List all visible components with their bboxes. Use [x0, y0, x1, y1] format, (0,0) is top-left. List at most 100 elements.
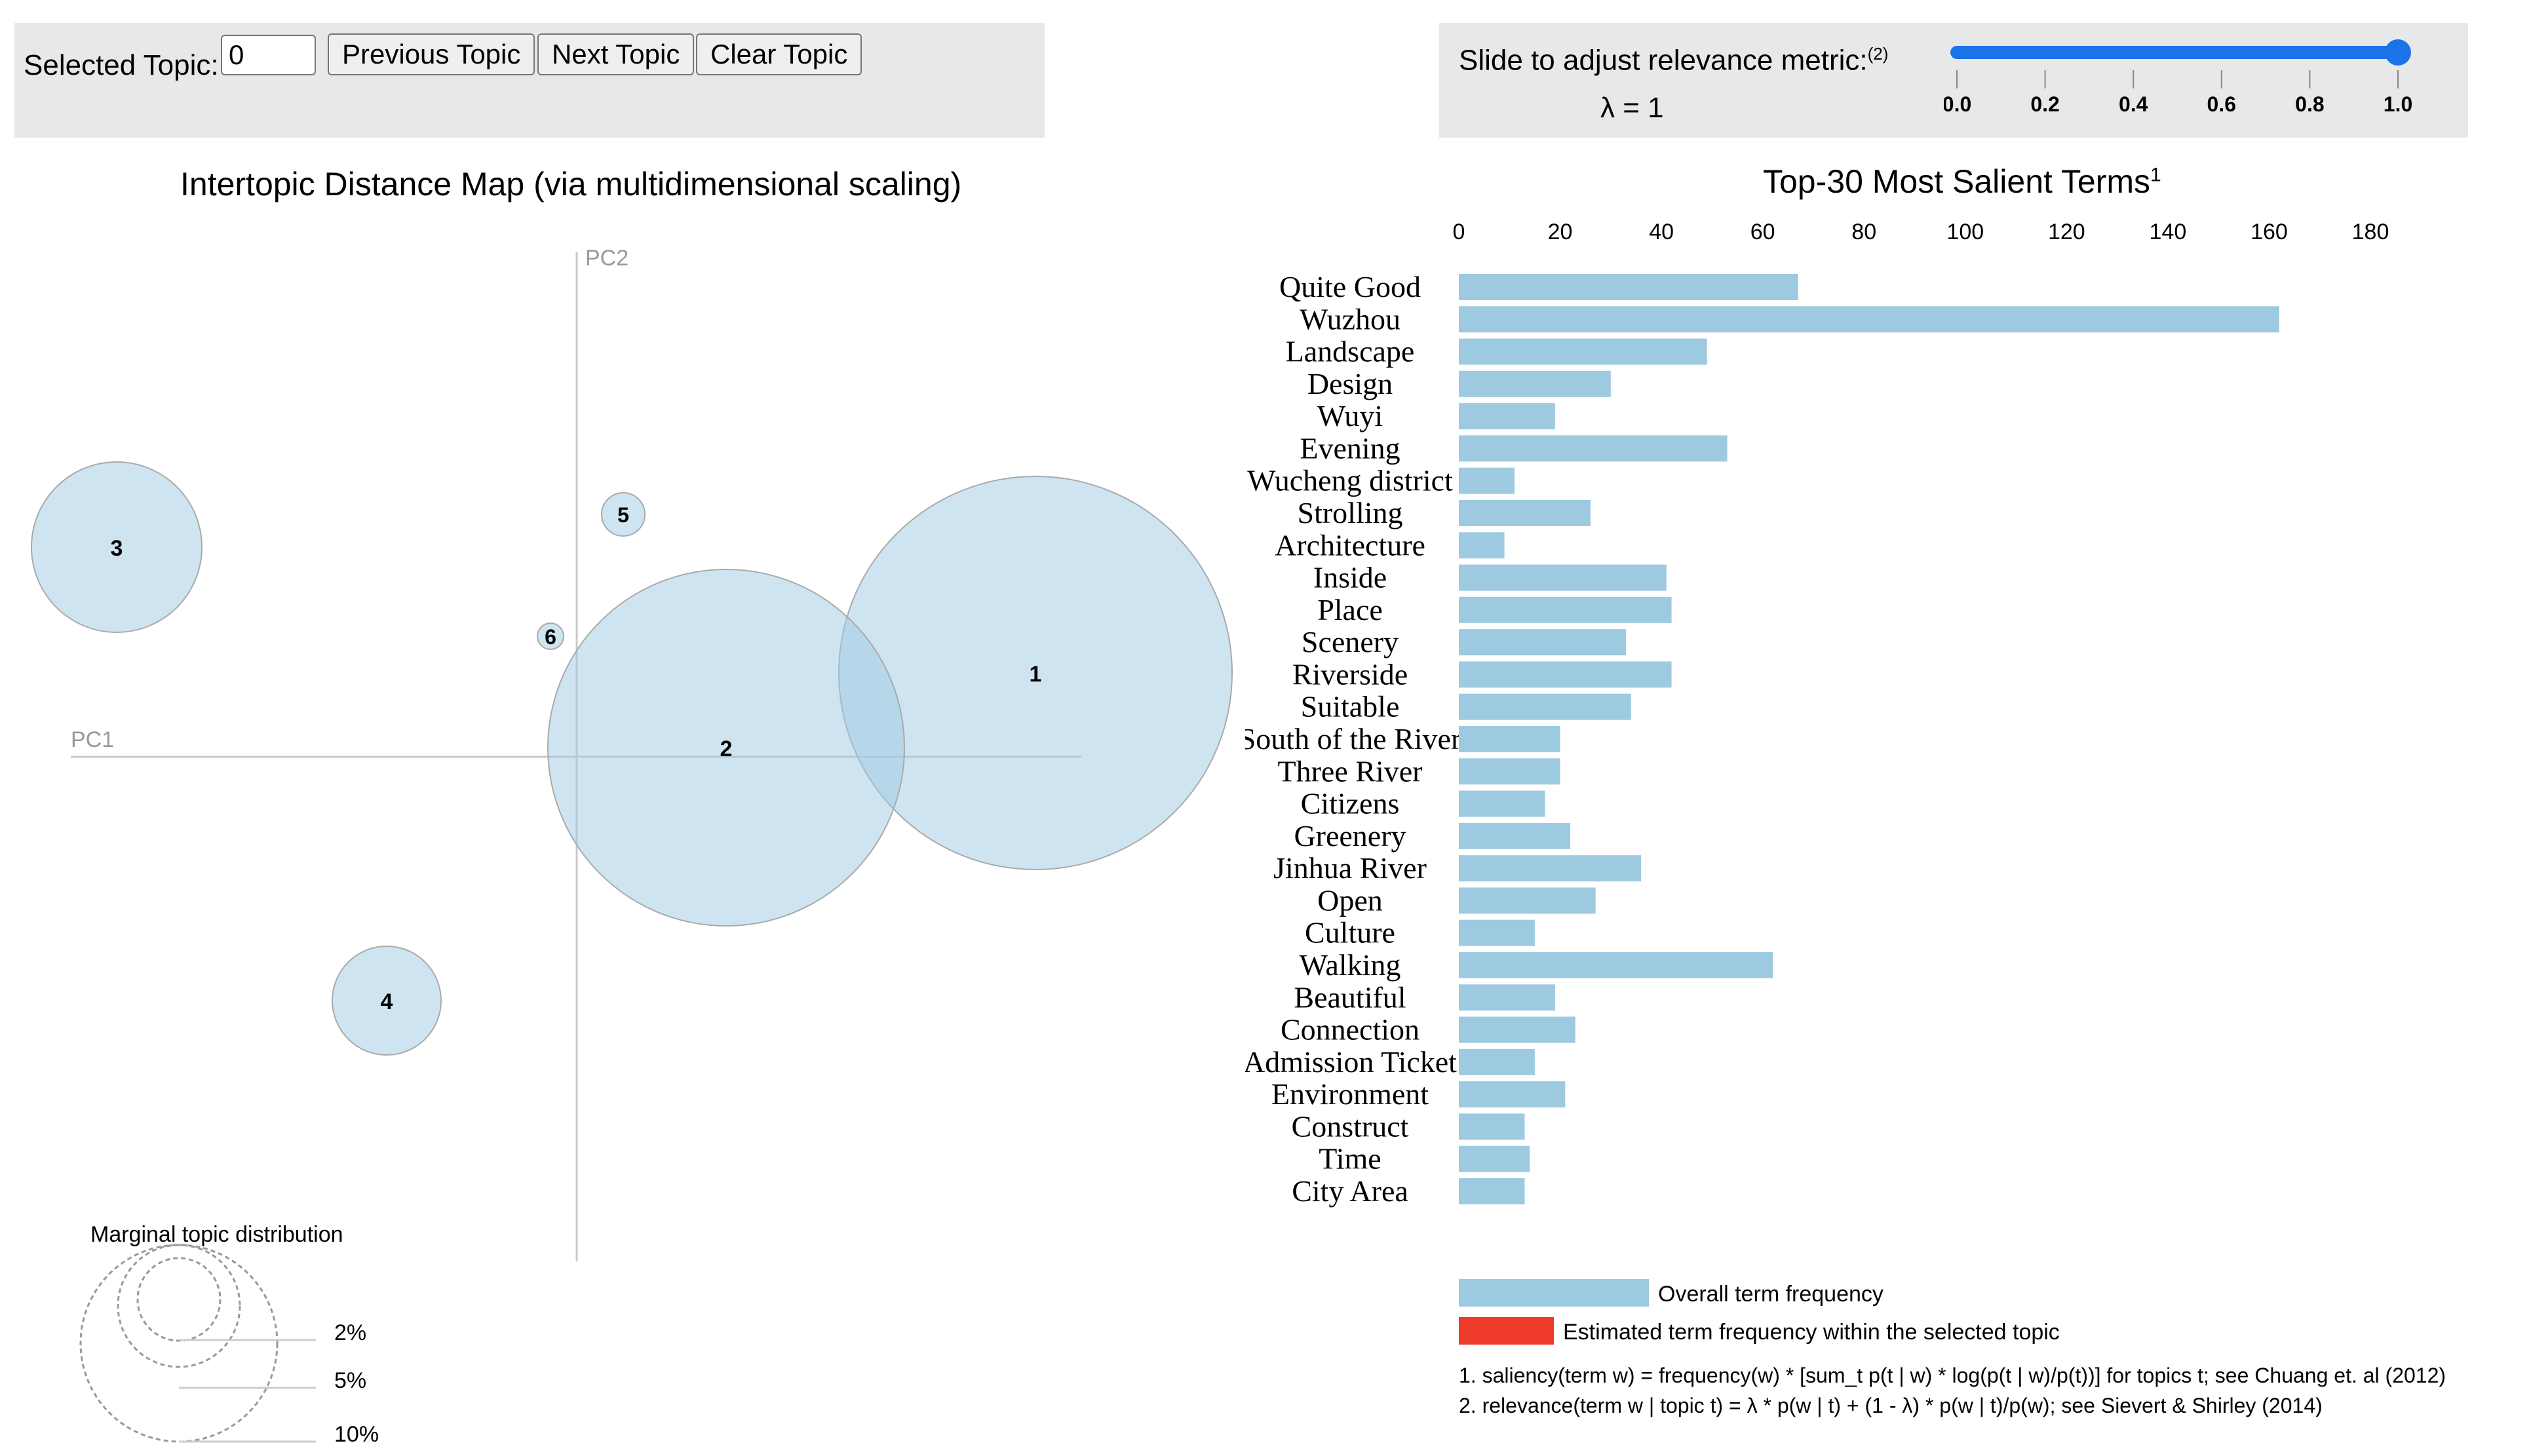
term-bar[interactable] [1459, 306, 2279, 333]
term-label[interactable]: South of the River [1245, 722, 1461, 756]
term-bar[interactable] [1459, 1178, 1525, 1204]
topic-circle-1[interactable]: 1 [838, 476, 1233, 870]
next-topic-button[interactable]: Next Topic [537, 33, 695, 75]
bar-x-tick-label: 0 [1453, 220, 1465, 244]
term-bar[interactable] [1459, 1145, 1530, 1172]
term-bar[interactable] [1459, 596, 1672, 623]
topic-label-6: 6 [545, 625, 556, 649]
term-label[interactable]: Time [1319, 1142, 1381, 1176]
bar-x-tick-label: 140 [2150, 220, 2187, 244]
relevance-label: Slide to adjust relevance metric:(2) [1459, 44, 1888, 77]
selected-topic-input[interactable] [221, 35, 316, 75]
bar-x-tick-label: 40 [1649, 220, 1674, 244]
term-label[interactable]: Evening [1300, 431, 1400, 465]
lambda-slider[interactable]: 0.0 0.2 0.4 0.6 0.8 1.0 [1944, 23, 2531, 138]
topic-circle-6[interactable]: 6 [537, 623, 564, 650]
clear-topic-button[interactable]: Clear Topic [696, 33, 862, 75]
term-bar[interactable] [1459, 629, 1627, 656]
topic-label-5: 5 [617, 503, 629, 527]
lambda-value: λ = 1 [1600, 92, 1664, 124]
salient-terms-title-text: Top-30 Most Salient Terms [1763, 163, 2150, 200]
term-label[interactable]: Three River [1278, 754, 1423, 788]
topic-label-1: 1 [1030, 662, 1042, 687]
term-bar[interactable] [1459, 1048, 1535, 1075]
bar-x-tick-label: 160 [2251, 220, 2288, 244]
slider-tick-label: 1.0 [2384, 92, 2412, 116]
term-bar[interactable] [1459, 693, 1631, 720]
term-label[interactable]: Scenery [1302, 625, 1399, 659]
term-bar[interactable] [1459, 952, 1773, 978]
previous-topic-button[interactable]: Previous Topic [328, 33, 535, 75]
pc2-label: PC2 [585, 246, 628, 271]
term-label[interactable]: Walking [1300, 948, 1401, 982]
term-bar[interactable] [1459, 1016, 1575, 1043]
term-bar[interactable] [1459, 435, 1728, 462]
term-bar[interactable] [1459, 758, 1560, 785]
relevance-label-text: Slide to adjust relevance metric: [1459, 44, 1868, 77]
term-bar[interactable] [1459, 855, 1642, 882]
salient-terms-title-mark: 1 [2150, 164, 2161, 186]
pc1-label: PC1 [71, 727, 114, 752]
term-bar[interactable] [1459, 403, 1555, 430]
term-label[interactable]: Admission Ticket [1245, 1045, 1457, 1079]
term-label[interactable]: Riverside [1292, 657, 1408, 691]
term-label[interactable]: Suitable [1301, 690, 1400, 723]
term-bar[interactable] [1459, 822, 1571, 849]
term-label[interactable]: City Area [1292, 1174, 1408, 1208]
term-bar[interactable] [1459, 1113, 1525, 1140]
term-label[interactable]: Greenery [1294, 819, 1406, 853]
term-bar[interactable] [1459, 790, 1545, 817]
term-label[interactable]: Construct [1292, 1109, 1409, 1143]
term-bar[interactable] [1459, 1081, 1566, 1108]
term-label[interactable]: Landscape [1286, 335, 1415, 368]
term-bar[interactable] [1459, 661, 1672, 688]
term-label[interactable]: Beautiful [1294, 980, 1406, 1014]
slider-tick-label: 0.6 [2207, 92, 2236, 116]
term-bar[interactable] [1459, 500, 1591, 526]
term-label[interactable]: Environment [1271, 1077, 1429, 1111]
marginal-circle-10 [79, 1244, 279, 1443]
term-label[interactable]: Design [1307, 367, 1393, 400]
topic-label-2: 2 [720, 737, 733, 761]
term-bar[interactable] [1459, 467, 1515, 494]
term-label[interactable]: Wuzhou [1300, 302, 1401, 335]
topic-circle-4[interactable]: 4 [332, 946, 442, 1056]
term-label[interactable]: Wucheng district [1247, 464, 1453, 497]
term-bar[interactable] [1459, 338, 1707, 365]
term-bar[interactable] [1459, 984, 1555, 1011]
term-label[interactable]: Connection [1281, 1013, 1420, 1046]
term-label[interactable]: Architecture [1275, 528, 1425, 562]
term-label[interactable]: Quite Good [1279, 270, 1421, 303]
topic-circle-5[interactable]: 5 [601, 492, 646, 537]
term-label[interactable]: Open [1317, 883, 1383, 917]
slider-ticks: 0.0 0.2 0.4 0.6 0.8 1.0 [1944, 70, 2412, 116]
salient-terms-title: Top-30 Most Salient Terms1 [1763, 163, 2161, 201]
term-label[interactable]: Strolling [1297, 496, 1402, 529]
slider-thumb[interactable] [2385, 39, 2411, 66]
term-label[interactable]: Place [1317, 593, 1383, 626]
intertopic-map: PC2 PC1 1 2 3 4 5 6 Marginal topic distr… [31, 246, 1233, 1447]
marginal-circle-2 [136, 1257, 222, 1342]
term-bar[interactable] [1459, 726, 1560, 752]
legend-selected-label: Estimated term frequency within the sele… [1563, 1320, 2060, 1345]
term-label[interactable]: Wuyi [1317, 399, 1383, 432]
term-bar[interactable] [1459, 532, 1505, 559]
marginal-label-2: 2% [334, 1320, 366, 1345]
term-label[interactable]: Culture [1305, 916, 1395, 949]
bar-x-tick-label: 80 [1851, 220, 1876, 244]
footnote-relevance: 2. relevance(term w | topic t) = λ * p(w… [1459, 1394, 2323, 1417]
term-bar[interactable] [1459, 919, 1535, 946]
term-label[interactable]: Citizens [1301, 787, 1400, 820]
term-bar[interactable] [1459, 564, 1667, 591]
legend-overall-swatch [1459, 1279, 1649, 1307]
topic-circle-2[interactable]: 2 [547, 569, 905, 927]
term-bar[interactable] [1459, 274, 1798, 300]
slider-tick-label: 0.2 [2030, 92, 2059, 116]
term-bar[interactable] [1459, 370, 1611, 397]
term-bar[interactable] [1459, 887, 1596, 914]
legend-overall-label: Overall term frequency [1658, 1282, 1884, 1307]
term-label[interactable]: Jinhua River [1273, 851, 1427, 885]
topic-circle-3[interactable]: 3 [31, 461, 203, 633]
term-label[interactable]: Inside [1313, 561, 1387, 594]
selected-topic-label: Selected Topic: [24, 49, 219, 81]
